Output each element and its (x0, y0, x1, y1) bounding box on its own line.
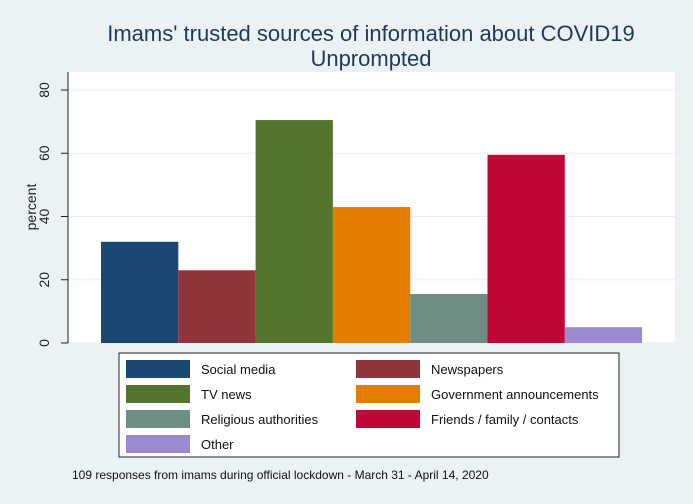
y-tick-label: 40 (36, 209, 52, 225)
y-tick-label: 60 (36, 145, 52, 161)
legend-swatch (356, 360, 420, 378)
legend-swatch (356, 385, 420, 403)
legend-label: Social media (201, 362, 276, 377)
y-axis-label: percent (23, 184, 39, 231)
legend-swatch (126, 435, 190, 453)
bar (101, 241, 179, 343)
legend-label: Friends / family / contacts (431, 412, 579, 427)
legend-label: TV news (201, 387, 252, 402)
bar (410, 293, 488, 343)
bars (101, 120, 643, 343)
chart-title: Imams' trusted sources of information ab… (107, 21, 635, 46)
bar (487, 154, 565, 343)
legend-label: Religious authorities (201, 412, 319, 427)
legend: Social media Newspapers TV news Government … (126, 360, 599, 453)
legend-swatch (356, 410, 420, 428)
y-ticks: 0 20 40 60 80 (36, 82, 68, 347)
bar (564, 327, 643, 343)
legend-label: Newspapers (431, 362, 504, 377)
y-tick-label: 20 (36, 272, 52, 288)
bar (255, 120, 333, 343)
chart-subtitle: Unprompted (310, 46, 431, 71)
legend-label: Government announcements (431, 387, 599, 402)
chart-note: 109 responses from imams during official… (72, 468, 489, 482)
bar (178, 270, 256, 343)
y-tick-label: 80 (36, 82, 52, 98)
y-tick-label: 0 (36, 339, 52, 347)
legend-swatch (126, 385, 190, 403)
legend-label: Other (201, 437, 234, 452)
legend-swatch (126, 360, 190, 378)
bar (332, 207, 411, 343)
legend-swatch (126, 410, 190, 428)
